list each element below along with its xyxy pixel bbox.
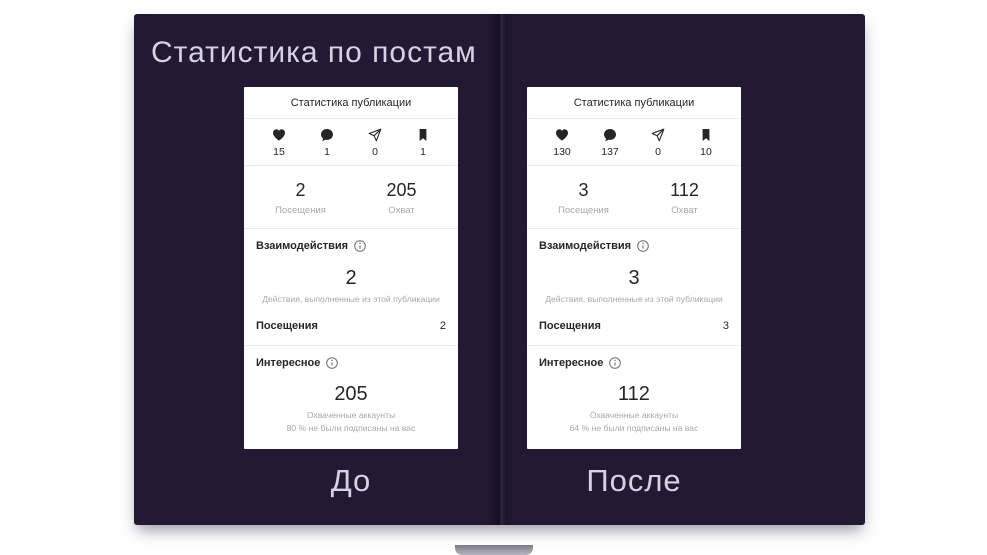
saves-count: 1 <box>420 145 426 158</box>
comment-icon <box>603 128 617 142</box>
share-icon <box>368 128 382 142</box>
comments-count: 137 <box>601 145 619 158</box>
interactions-title: Взаимодействия <box>539 239 632 252</box>
summary-row: 2 Посещения 205 Охват <box>244 166 458 229</box>
share-icon <box>651 128 665 142</box>
saves-stat: 10 <box>695 128 717 158</box>
shares-stat: 0 <box>647 128 669 158</box>
stats-card-after: Статистика публикации 130 137 0 <box>527 87 741 449</box>
shares-count: 0 <box>372 145 378 158</box>
reach-summary: 205 Охват <box>351 180 452 216</box>
stats-card-before: Статистика публикации 15 1 0 <box>244 87 458 449</box>
book-spine <box>484 14 515 525</box>
card-title: Статистика публикации <box>244 87 458 119</box>
visits-label: Посещения <box>558 204 609 216</box>
interactions-value: 3 <box>628 266 640 289</box>
slide-book-spread: Статистика по постам Статистика публикац… <box>134 14 865 525</box>
interactions-section: Взаимодействия 3 Действия, выполненные и… <box>527 229 741 347</box>
visits-row-value: 2 <box>439 320 446 333</box>
shares-stat: 0 <box>364 128 386 158</box>
likes-count: 15 <box>273 145 285 158</box>
comments-stat: 137 <box>599 128 621 158</box>
info-icon <box>354 240 366 252</box>
discovery-caption-1: Охваченные аккаунты <box>306 410 396 421</box>
engagement-row: 130 137 0 10 <box>527 119 741 166</box>
interactions-section: Взаимодействия 2 Действия, выполненные и… <box>244 229 458 347</box>
comments-stat: 1 <box>316 128 338 158</box>
saves-stat: 1 <box>412 128 434 158</box>
info-icon <box>637 240 649 252</box>
discovery-title: Интересное <box>539 357 604 370</box>
reach-label: Охват <box>671 204 698 216</box>
reach-summary: 112 Охват <box>634 180 735 216</box>
book-page-curl <box>454 545 533 555</box>
visits-row-label: Посещения <box>539 320 601 333</box>
discovery-caption-2: 64 % не были подписаны на вас <box>569 422 699 433</box>
bookmark-icon <box>416 128 430 142</box>
before-label: До <box>330 463 372 498</box>
visits-row-value: 3 <box>722 320 729 333</box>
visits-label: Посещения <box>275 204 326 216</box>
summary-row: 3 Посещения 112 Охват <box>527 166 741 229</box>
discovery-value: 112 <box>618 383 650 406</box>
card-title: Статистика публикации <box>527 87 741 119</box>
likes-stat: 130 <box>551 128 573 158</box>
visits-value: 2 <box>295 179 306 200</box>
visits-summary: 3 Посещения <box>533 180 634 216</box>
engagement-row: 15 1 0 1 <box>244 119 458 166</box>
discovery-section: Интересное 112 Охваченные аккаунты 64 % … <box>527 346 741 434</box>
interactions-caption: Действия, выполненные из этой публикации <box>262 293 440 304</box>
comment-icon <box>320 128 334 142</box>
discovery-section: Интересное 205 Охваченные аккаунты 80 % … <box>244 346 458 434</box>
info-icon <box>609 357 622 370</box>
discovery-caption-2: 80 % не были подписаны на вас <box>286 422 416 433</box>
reach-value: 205 <box>386 179 417 200</box>
interactions-value: 2 <box>345 266 357 289</box>
discovery-value: 205 <box>334 383 368 406</box>
saves-count: 10 <box>700 145 712 158</box>
info-icon <box>326 357 339 370</box>
page-title: Статистика по постам <box>151 36 477 69</box>
likes-count: 130 <box>553 145 571 158</box>
visits-summary: 2 Посещения <box>250 180 351 216</box>
visits-value: 3 <box>578 179 589 200</box>
visits-row: Посещения 2 <box>256 305 446 345</box>
discovery-title: Интересное <box>256 357 321 370</box>
discovery-caption-1: Охваченные аккаунты <box>589 410 679 421</box>
reach-value: 112 <box>670 179 699 200</box>
heart-icon <box>555 128 569 142</box>
likes-stat: 15 <box>268 128 290 158</box>
comments-count: 1 <box>324 145 330 158</box>
reach-label: Охват <box>388 204 415 216</box>
visits-row-label: Посещения <box>256 320 318 333</box>
after-label: После <box>586 463 682 498</box>
interactions-title: Взаимодействия <box>256 239 349 252</box>
heart-icon <box>272 128 286 142</box>
visits-row: Посещения 3 <box>539 305 729 345</box>
bookmark-icon <box>699 128 713 142</box>
shares-count: 0 <box>655 145 661 158</box>
interactions-caption: Действия, выполненные из этой публикации <box>545 293 723 304</box>
